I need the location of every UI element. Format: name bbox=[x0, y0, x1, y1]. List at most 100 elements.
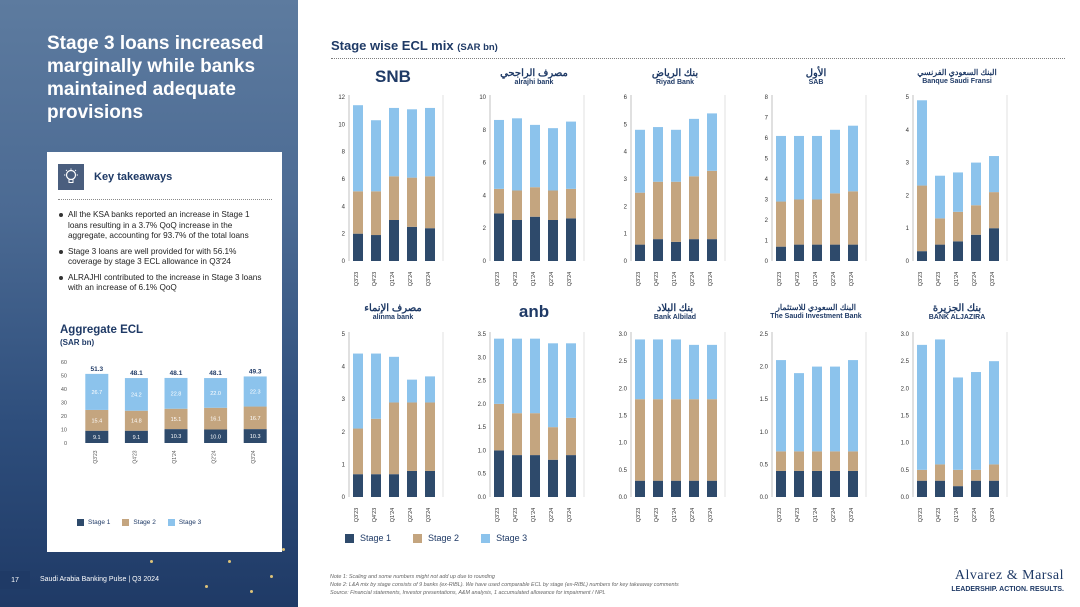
aggregate-ecl-title: Aggregate ECL bbox=[60, 324, 144, 336]
bar-segment-stage1 bbox=[389, 220, 399, 261]
report-title: Saudi Arabia Banking Pulse | Q3 2024 bbox=[40, 576, 159, 583]
data-label: 24.2 bbox=[131, 392, 142, 398]
y-tick-label: 4 bbox=[483, 193, 487, 199]
y-tick-label: 8 bbox=[342, 150, 346, 156]
bar-segment-stage1 bbox=[707, 480, 717, 497]
y-tick-label: 4 bbox=[906, 128, 910, 134]
bar-segment-stage3 bbox=[707, 344, 717, 400]
footnote: Source: Financial statements, Investor p… bbox=[330, 590, 606, 596]
bar-segment-stage3 bbox=[689, 118, 699, 177]
legend-stage1: Stage 1 bbox=[345, 533, 391, 543]
bar-segment-stage3 bbox=[653, 339, 663, 400]
bank-logo: بنك الجزيرة BANK ALJAZIRA bbox=[901, 298, 1013, 326]
bar-segment-stage1 bbox=[812, 470, 822, 497]
bar-segment-stage1 bbox=[425, 228, 435, 261]
y-tick-label: 10 bbox=[338, 122, 345, 128]
bank-logo-text: مصرف الراجحي bbox=[500, 68, 568, 79]
takeaway-card: Key takeaways All the KSA banks reported… bbox=[47, 152, 282, 552]
x-tick-label: Q2'24 bbox=[212, 450, 218, 463]
y-tick-label: 5 bbox=[906, 95, 910, 101]
data-label: 9.1 bbox=[93, 435, 101, 441]
data-label: 22.0 bbox=[210, 391, 221, 397]
bar-segment-stage2 bbox=[389, 402, 399, 475]
bar-segment-stage1 bbox=[653, 480, 663, 497]
x-tick-label: Q1'24 bbox=[672, 272, 678, 287]
y-tick-label: 30 bbox=[61, 401, 67, 407]
bank-logo: بنك الرياض Riyad Bank bbox=[619, 63, 731, 91]
data-label: 15.4 bbox=[91, 418, 102, 424]
bar-segment-stage3 bbox=[353, 105, 363, 192]
y-tick-label: 2 bbox=[906, 193, 910, 199]
y-tick-label: 8 bbox=[765, 95, 769, 101]
x-tick-label: Q3'23 bbox=[636, 508, 642, 523]
bank-logo-text: بنك الجزيرة bbox=[932, 303, 982, 314]
bar-segment-stage2 bbox=[971, 469, 981, 481]
bar-segment-stage1 bbox=[776, 246, 786, 261]
bar-segment-stage3 bbox=[971, 372, 981, 470]
x-tick-label: Q1'24 bbox=[531, 272, 537, 287]
bar-segment-stage1 bbox=[971, 480, 981, 497]
bar-segment-stage2 bbox=[935, 464, 945, 481]
bar-segment-stage2 bbox=[530, 187, 540, 217]
bar-segment-stage3 bbox=[85, 373, 109, 410]
ecl-chart-alinma: 0 1 2 3 4 5 Q3'23 Q4'23 Q1'24 Q2'24 Q3'24 bbox=[342, 332, 444, 522]
bar-segment-stage1 bbox=[530, 455, 540, 497]
x-tick-label: Q3'23 bbox=[495, 508, 501, 523]
x-tick-label: Q3'23 bbox=[918, 508, 924, 523]
bar-segment-stage2 bbox=[971, 205, 981, 235]
bar-segment-stage3 bbox=[353, 353, 363, 429]
bar-segment-stage3 bbox=[389, 107, 399, 177]
bar-segment-stage3 bbox=[512, 338, 522, 414]
bar-segment-stage1 bbox=[848, 470, 858, 497]
bank-logo-text: البنك السعودي للاستثمار bbox=[776, 303, 856, 313]
y-tick-label: 2.0 bbox=[478, 402, 487, 408]
y-tick-label: 2.5 bbox=[901, 359, 910, 365]
y-tick-label: 1.5 bbox=[619, 414, 628, 420]
bar-segment-stage3 bbox=[530, 338, 540, 414]
y-tick-label: 6 bbox=[765, 136, 769, 142]
legend-stage3: Stage 3 bbox=[167, 519, 201, 526]
y-tick-label: 5 bbox=[624, 122, 628, 128]
bar-segment-stage3 bbox=[164, 377, 188, 409]
y-tick-label: 1.5 bbox=[760, 397, 769, 403]
bar-segment-stage1 bbox=[917, 480, 927, 497]
bar-segment-stage2 bbox=[707, 399, 717, 481]
bar-segment-stage3 bbox=[848, 125, 858, 192]
bar-segment-stage3 bbox=[371, 353, 381, 419]
takeaway-list: All the KSA banks reported an increase i… bbox=[58, 210, 270, 299]
takeaway-title: Key takeaways bbox=[94, 171, 173, 183]
bar-segment-stage2 bbox=[953, 211, 963, 242]
y-tick-label: 60 bbox=[61, 360, 67, 366]
bar-segment-stage1 bbox=[164, 429, 188, 443]
bar-segment-stage1 bbox=[353, 474, 363, 497]
bar-segment-stage1 bbox=[204, 429, 228, 443]
bar-segment-stage2 bbox=[548, 427, 558, 460]
bar-segment-stage2 bbox=[989, 464, 999, 481]
bar-segment-stage3 bbox=[653, 127, 663, 182]
bar-segment-stage2 bbox=[848, 451, 858, 471]
bar-segment-stage1 bbox=[935, 480, 945, 497]
y-tick-label: 4 bbox=[342, 365, 346, 371]
x-tick-label: Q2'24 bbox=[690, 272, 696, 287]
bar-segment-stage3 bbox=[794, 135, 804, 200]
x-tick-label: Q2'24 bbox=[690, 508, 696, 523]
bank-logo-subtext: Banque Saudi Fransi bbox=[922, 77, 992, 85]
y-tick-label: 1 bbox=[624, 232, 628, 238]
x-tick-label: Q3'24 bbox=[708, 508, 714, 523]
bar-segment-stage1 bbox=[425, 470, 435, 497]
bank-logo-subtext: Riyad Bank bbox=[655, 79, 695, 86]
decorative-dot bbox=[270, 575, 273, 578]
bar-segment-stage2 bbox=[635, 399, 645, 481]
x-tick-label: Q3'23 bbox=[777, 508, 783, 523]
bar-segment-stage2 bbox=[653, 181, 663, 240]
bar-segment-stage1 bbox=[776, 470, 786, 497]
data-label: 10.0 bbox=[210, 434, 221, 440]
title-divider bbox=[331, 58, 1065, 59]
y-tick-label: 50 bbox=[61, 374, 67, 380]
x-tick-label: Q1'24 bbox=[954, 508, 960, 523]
bar-segment-stage2 bbox=[917, 469, 927, 481]
x-tick-label: Q1'24 bbox=[390, 272, 396, 287]
y-tick-label: 3.0 bbox=[901, 332, 910, 338]
y-tick-label: 0.5 bbox=[760, 462, 769, 468]
y-tick-label: 0.0 bbox=[478, 495, 487, 501]
